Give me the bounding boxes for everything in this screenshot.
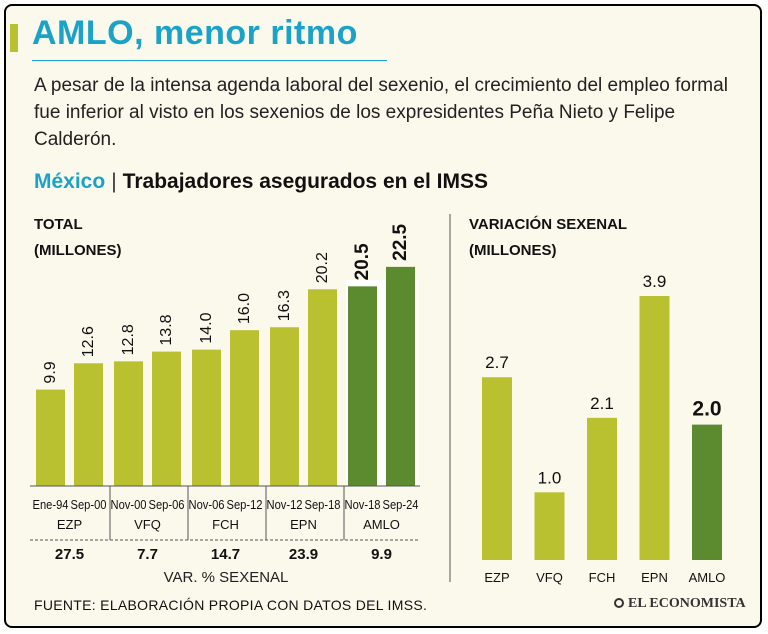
bar (230, 330, 259, 486)
right-panel-label: VARIACIÓN SEXENAL (MILLONES) (469, 212, 627, 264)
brand-circle-icon (614, 598, 624, 608)
brand-name: EL ECONOMISTA (628, 596, 746, 611)
group-label: EPN (290, 517, 317, 532)
bar (348, 286, 377, 486)
x-tick-label: Sep-24 (383, 498, 419, 512)
bar (308, 289, 337, 486)
bar (270, 327, 299, 486)
right-panel-units: (MILLONES) (469, 242, 557, 259)
bar-value-label: 22.5 (390, 223, 411, 260)
bar-value-label: 3.9 (643, 272, 667, 291)
group-var-pct: 9.9 (371, 546, 392, 563)
bar-value-label: 14.0 (198, 312, 215, 343)
title-accent-bar (10, 24, 18, 52)
left-panel-title: TOTAL (34, 216, 83, 233)
right-panel-title: VARIACIÓN SEXENAL (469, 216, 628, 233)
section-heading: México | Trabajadores asegurados en el IMS… (34, 170, 488, 194)
group-var-pct: 7.7 (137, 546, 158, 563)
subtitle: A pesar de la intensa agenda laboral del… (34, 75, 728, 150)
brand-logo: EL ECONOMISTA (614, 596, 746, 612)
title-underline (32, 60, 387, 61)
group-label: AMLO (363, 517, 400, 532)
var-pct-caption: VAR. % SEXENAL (164, 569, 289, 586)
bar (114, 361, 143, 486)
bar-value-label: 1.0 (538, 468, 562, 487)
group-var-pct: 27.5 (55, 546, 84, 563)
bar-value-label: 12.8 (120, 324, 137, 355)
x-tick-label: Sep-00 (71, 498, 107, 512)
x-tick-label: Nov-18 (345, 498, 381, 512)
x-tick-label: Sep-18 (305, 498, 341, 512)
x-tick-label: Sep-06 (149, 498, 185, 512)
source-footer: FUENTE: ELABORACIÓN PROPIA CON DATOS DEL… (34, 597, 428, 613)
section-separator: | (111, 170, 117, 193)
bar-value-label: 2.1 (590, 394, 614, 413)
x-tick-label: AMLO (689, 570, 726, 585)
group-label: VFQ (134, 517, 161, 532)
x-tick-label: EPN (641, 570, 668, 585)
bar-value-label: 12.6 (80, 326, 97, 357)
section-country: México (34, 170, 106, 193)
left-panel-label: TOTAL (MILLONES) (34, 212, 122, 264)
section-label: Trabajadores asegurados en el IMSS (122, 170, 488, 193)
bar-value-label: 16.3 (276, 290, 293, 321)
bar-value-label: 9.9 (42, 361, 59, 383)
x-tick-label: Nov-12 (267, 498, 303, 512)
bar-value-label: 13.8 (158, 314, 175, 345)
x-tick-label: Nov-06 (189, 498, 225, 512)
x-tick-label: FCH (589, 570, 616, 585)
group-var-pct: 23.9 (289, 546, 318, 563)
bar (152, 351, 181, 486)
bar (74, 363, 103, 486)
bar (692, 424, 722, 560)
bar-value-label: 2.0 (692, 398, 721, 421)
page-title: AMLO, menor ritmo (32, 14, 358, 52)
bar (36, 389, 65, 486)
left-panel-units: (MILLONES) (34, 242, 122, 259)
bar-value-label: 20.5 (352, 243, 373, 280)
bar (639, 296, 670, 560)
group-label: EZP (57, 517, 82, 532)
bar (386, 266, 415, 486)
bar-value-label: 2.7 (485, 353, 509, 372)
bar (192, 349, 221, 486)
bar (482, 377, 512, 560)
x-tick-label: Sep-12 (227, 498, 263, 512)
x-tick-label: EZP (484, 570, 509, 585)
bar-value-label: 20.2 (314, 252, 331, 283)
bar (534, 492, 565, 560)
x-tick-label: Nov-00 (111, 498, 147, 512)
bar-value-label: 16.0 (236, 293, 253, 324)
x-tick-label: VFQ (536, 570, 563, 585)
bar (587, 417, 617, 560)
group-label: FCH (212, 517, 239, 532)
group-var-pct: 14.7 (211, 546, 240, 563)
x-tick-label: Ene-94 (33, 498, 69, 512)
